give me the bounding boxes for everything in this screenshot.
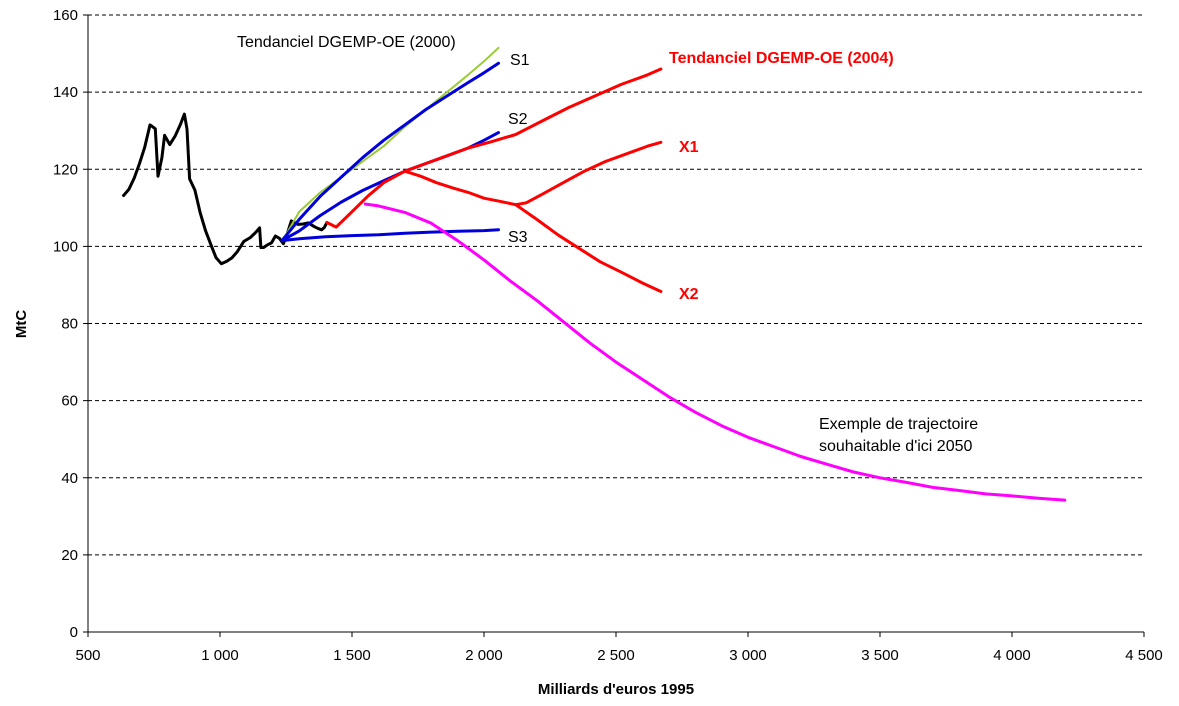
series-line-7	[514, 203, 663, 293]
x-tick-label: 1 500	[333, 647, 371, 664]
y-tick-label: 40	[61, 470, 78, 487]
label-trajectoire-line1: Exemple de trajectoire	[819, 416, 978, 433]
x-tick-label: 2 000	[465, 647, 503, 664]
label-tendanciel-2004: Tendanciel DGEMP-OE (2004)	[669, 50, 894, 67]
series-line-8	[363, 202, 1067, 502]
series-line-2	[280, 61, 500, 243]
x-tick-label: 500	[75, 647, 100, 664]
label-s2: S2	[508, 111, 528, 128]
y-tick-label: 120	[53, 161, 78, 178]
series-line-4	[280, 228, 500, 243]
y-tick-label: 20	[61, 547, 78, 564]
x-tick-label: 1 000	[201, 647, 239, 664]
label-s1: S1	[510, 52, 530, 69]
series-line-1	[282, 46, 500, 241]
label-x1: X1	[679, 139, 699, 156]
label-s3: S3	[508, 229, 528, 246]
annotations: Tendanciel DGEMP-OE (2000) Tendanciel DG…	[237, 34, 978, 455]
y-axis-title: MtC	[13, 310, 30, 338]
gridlines	[88, 14, 1144, 556]
tick-labels: 0 20 40 60 80 100 120 140 160 500 1 000 1 500 2 000 2…	[53, 7, 1163, 664]
y-tick-label: 80	[61, 316, 78, 333]
label-x2: X2	[679, 286, 699, 303]
x-tick-label: 3 500	[861, 647, 899, 664]
series-line-5	[325, 67, 663, 229]
x-tick-label: 4 500	[1125, 647, 1163, 664]
label-trajectoire-line2: souhaitable d'ici 2050	[819, 438, 972, 455]
y-tick-label: 160	[53, 7, 78, 24]
y-tick-label: 100	[53, 238, 78, 255]
x-tick-label: 3 000	[729, 647, 767, 664]
label-tendanciel-2000: Tendanciel DGEMP-OE (2000)	[237, 34, 456, 51]
series-line-6	[403, 140, 663, 207]
y-tick-label: 60	[61, 393, 78, 410]
y-tick-label: 0	[70, 624, 78, 641]
x-axis-title: Milliards d'euros 1995	[538, 681, 694, 698]
y-tick-label: 140	[53, 84, 78, 101]
series-line-0	[122, 112, 329, 266]
x-tick-label: 4 000	[993, 647, 1031, 664]
series-lines	[122, 46, 1067, 502]
x-tick-label: 2 500	[597, 647, 635, 664]
